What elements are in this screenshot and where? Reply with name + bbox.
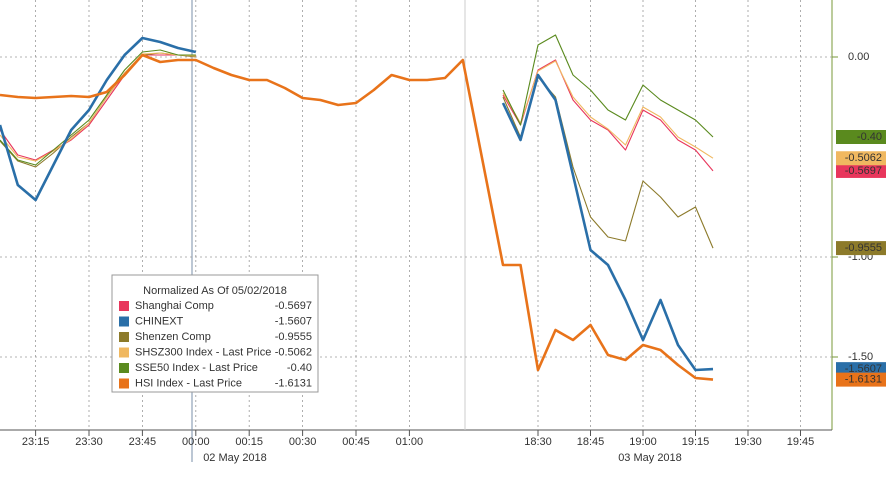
legend-swatch bbox=[119, 301, 129, 311]
legend-title: Normalized As Of 05/02/2018 bbox=[143, 285, 287, 297]
legend-value: -0.5062 bbox=[275, 346, 312, 358]
legend-swatch bbox=[119, 332, 129, 342]
x-tick-label: 19:45 bbox=[787, 436, 815, 448]
legend-value: -1.5607 bbox=[275, 315, 312, 327]
legend-swatch bbox=[119, 363, 129, 373]
x-tick-label: 00:30 bbox=[289, 436, 317, 448]
legend: Normalized As Of 05/02/2018 Shanghai Com… bbox=[111, 274, 319, 393]
x-tick-label: 18:30 bbox=[524, 436, 552, 448]
value-tag-label: -1.6131 bbox=[845, 374, 882, 386]
series-line bbox=[0, 52, 714, 162]
x-tick-label: 01:00 bbox=[396, 436, 424, 448]
legend-label: SHSZ300 Index - Last Price bbox=[135, 346, 271, 358]
legend-swatch bbox=[119, 316, 129, 327]
x-tick-label: 19:00 bbox=[629, 436, 657, 448]
legend-label: Shenzen Comp bbox=[135, 331, 211, 343]
date-label: 02 May 2018 bbox=[203, 452, 267, 464]
series-line bbox=[0, 54, 714, 172]
value-tag-label: -1.5607 bbox=[845, 363, 882, 375]
x-tick-label: 19:30 bbox=[734, 436, 762, 448]
legend-box bbox=[111, 274, 319, 393]
value-tag bbox=[836, 130, 886, 144]
value-tag bbox=[836, 163, 886, 178]
date-label: 03 May 2018 bbox=[618, 452, 682, 464]
legend-label: CHINEXT bbox=[135, 315, 184, 327]
x-tick-label: 18:45 bbox=[577, 436, 605, 448]
legend-label: SSE50 Index - Last Price bbox=[135, 362, 258, 374]
value-tag-label: -0.5062 bbox=[845, 152, 882, 164]
x-tick-label: 19:15 bbox=[682, 436, 710, 448]
x-tick-label: 00:45 bbox=[342, 436, 370, 448]
series-line bbox=[0, 34, 714, 166]
legend-value: -1.6131 bbox=[275, 377, 312, 389]
y-tick-label: 0.00 bbox=[848, 51, 869, 63]
legend-value: -0.9555 bbox=[275, 331, 312, 343]
value-tag-label: -0.40 bbox=[857, 131, 882, 143]
x-tick-label: 00:00 bbox=[182, 436, 210, 448]
x-tick-label: 23:15 bbox=[22, 436, 50, 448]
value-tag-label: -0.9555 bbox=[845, 242, 882, 254]
legend-swatch bbox=[119, 378, 129, 389]
legend-label: HSI Index - Last Price bbox=[135, 377, 242, 389]
x-tick-label: 23:30 bbox=[75, 436, 103, 448]
series-line bbox=[0, 53, 714, 381]
value-tag bbox=[836, 241, 886, 256]
legend-label: Shanghai Comp bbox=[135, 300, 214, 312]
legend-value: -0.40 bbox=[287, 362, 312, 374]
y-tick-label: -1.50 bbox=[848, 351, 873, 363]
legend-swatch bbox=[119, 347, 129, 358]
x-tick-label: 23:45 bbox=[129, 436, 157, 448]
value-tag-label: -0.5697 bbox=[845, 165, 882, 177]
x-tick-label: 00:15 bbox=[235, 436, 263, 448]
plot-area bbox=[0, 0, 838, 436]
value-tag bbox=[836, 372, 886, 387]
legend-value: -0.5697 bbox=[275, 300, 312, 312]
value-tag bbox=[836, 151, 886, 166]
